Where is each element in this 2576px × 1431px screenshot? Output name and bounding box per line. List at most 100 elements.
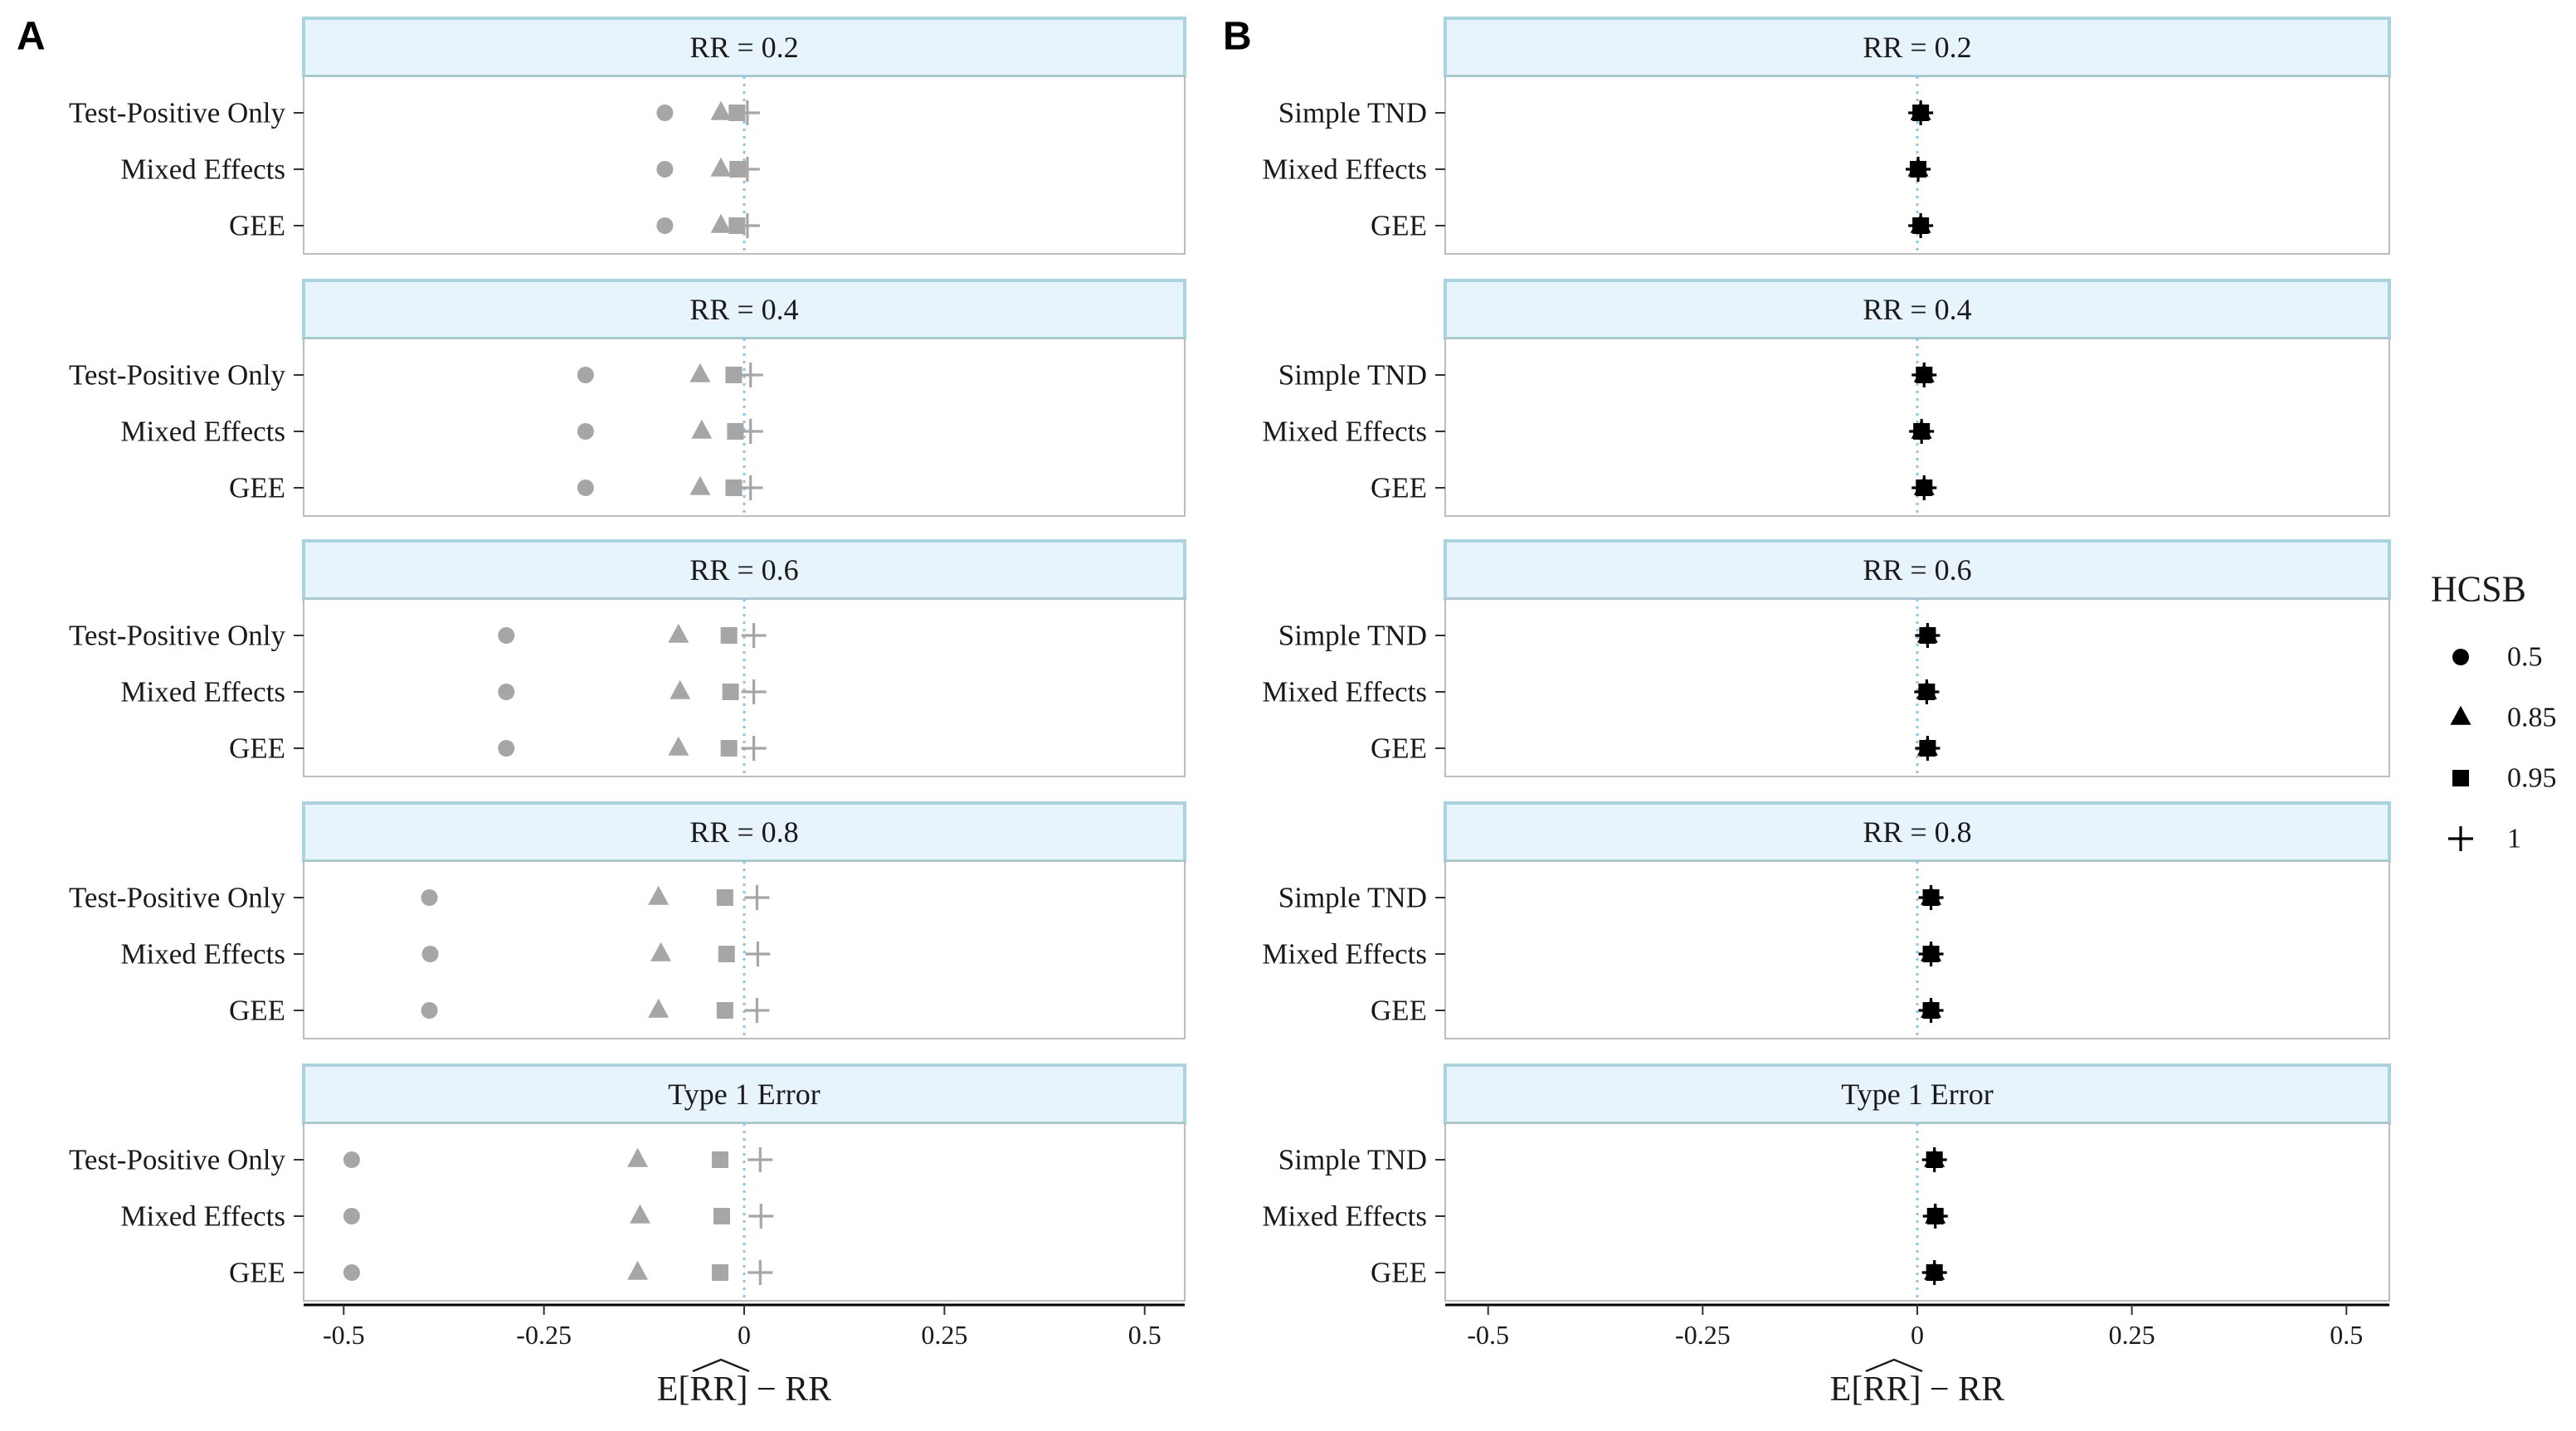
data-point [728,217,746,234]
data-point [1922,889,1940,906]
facet-title: RR = 0.2 [689,31,798,64]
data-point [745,942,771,966]
facet-title: RR = 0.2 [1863,31,1971,64]
panel-box [303,598,1186,777]
x-tick-label: 0 [738,1320,751,1350]
facet: RR = 0.2 Test-Positive Only Mixed Effects G… [69,17,1186,255]
data-point [421,889,438,906]
data-point [627,1260,649,1280]
panel-a: A RR = 0.2 Test-Positive Only Mixed Effects… [17,15,1186,1409]
row-label: GEE [229,995,285,1027]
data-point [710,100,732,120]
facet: RR = 0.6 Test-Positive Only Mixed Effects G… [69,539,1186,777]
x-axis-label: E[RR] − RR [1830,1370,2004,1409]
data-point [656,217,674,234]
data-point [577,479,594,496]
data-point [668,623,689,643]
data-point [712,1264,729,1281]
row-label: Mixed Effects [120,153,285,186]
data-point [577,423,594,440]
data-point [1916,367,1933,383]
data-point [710,157,732,177]
legend-key-triangle-icon [2450,705,2471,725]
x-axis-label-hat-term: RR [1863,1370,1909,1409]
hat-icon [1865,1358,1923,1373]
data-point [343,1264,360,1281]
panel-box [1444,860,2390,1039]
data-point [741,736,767,761]
facet: RR = 0.8 Test-Positive Only Mixed Effects G… [69,801,1186,1039]
data-point [725,479,743,496]
legend-item-label: 1 [2507,824,2521,854]
legend-title: HCSB [2431,569,2526,610]
data-point [343,1151,360,1168]
facet-title: Type 1 Error [1841,1078,1993,1111]
legend-key-circle-icon [2452,649,2469,665]
legend-item-label: 0.85 [2507,703,2557,733]
data-point [577,367,594,383]
data-point [629,1204,650,1224]
data-point [716,889,733,906]
data-point [1916,479,1933,496]
row-label: GEE [229,210,285,242]
data-point [1926,1208,1944,1224]
row-label: Test-Positive Only [69,882,286,914]
facet: RR = 0.8 Simple TND Mixed Effects GEE [1262,801,2391,1039]
row-label: Test-Positive Only [69,97,286,129]
panel-box [1444,1122,2390,1302]
row-label: GEE [1371,1257,1427,1289]
facet-title: RR = 0.8 [689,815,798,849]
data-point [747,1147,773,1172]
facet: RR = 0.2 Simple TND Mixed Effects GEE [1262,17,2391,255]
row-label: Mixed Effects [1262,676,1427,708]
data-point [1912,217,1930,234]
x-tick-label: -0.25 [1675,1320,1731,1350]
data-point [1919,627,1936,644]
legend-key-square-icon [2452,770,2469,786]
data-point [720,740,738,757]
row-label: Simple TND [1278,359,1427,392]
facet-strip [1444,17,2391,78]
row-label: Mixed Effects [120,1200,285,1233]
facet-strip [1444,1064,2391,1125]
data-point [689,475,711,495]
x-tick-label: -0.5 [323,1320,365,1350]
x-tick-label: 0.25 [921,1320,967,1350]
data-point [716,1002,733,1019]
facet: Type 1 Error Simple TND Mixed Effects GEE [1262,1064,2391,1302]
data-point [1918,684,1936,700]
data-point [627,1147,649,1167]
data-point [648,998,670,1018]
hat-icon [692,1358,750,1373]
data-point [498,740,515,757]
data-point [670,679,691,699]
row-label: Mixed Effects [120,938,285,971]
x-tick-label: -0.25 [516,1320,572,1350]
row-label: Simple TND [1278,97,1427,129]
panel-label: B [1223,15,1252,59]
facet-strip [1444,801,2391,863]
row-label: Test-Positive Only [69,359,286,392]
row-label: GEE [1371,472,1427,504]
facet-strip [302,539,1186,601]
data-point [1910,161,1927,178]
row-label: GEE [1371,995,1427,1027]
x-axis: -0.5 -0.25 0 0.25 0.5 E[RR] − RR [1445,1303,2389,1409]
facet: RR = 0.4 Simple TND Mixed Effects GEE [1262,279,2391,517]
data-point [343,1208,360,1224]
row-label: Simple TND [1278,1144,1427,1176]
legend-item-label: 0.95 [2507,763,2557,794]
x-tick-label: 0 [1911,1320,1924,1350]
row-label: GEE [229,472,285,504]
data-point [1912,105,1930,121]
data-point [720,627,738,644]
data-point [1922,1002,1940,1019]
data-point [738,475,763,500]
data-point [689,363,711,382]
row-label: Mixed Effects [1262,1200,1427,1233]
data-point [421,1002,438,1019]
data-point [1926,1264,1943,1281]
data-point [691,419,713,439]
data-point [744,998,770,1023]
data-point [741,679,767,704]
